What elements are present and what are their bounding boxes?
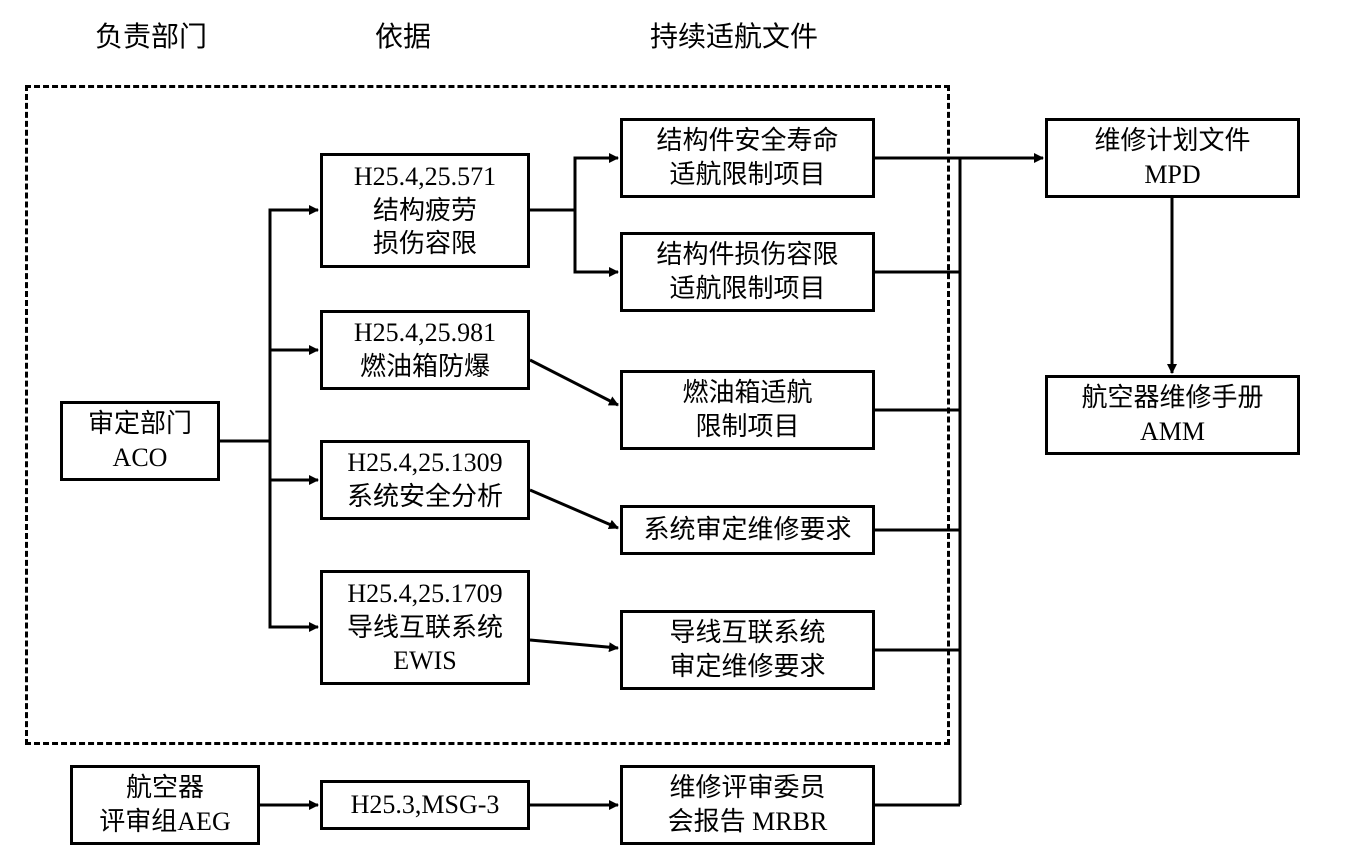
doc5-l2: 审定维修要求 xyxy=(669,650,825,684)
node-amm: 航空器维修手册 AMM xyxy=(1045,375,1300,455)
node-aeg: 航空器 评审组AEG xyxy=(70,765,260,845)
node-h981: H25.4,25.981 燃油箱防爆 xyxy=(320,310,530,390)
aeg-l2: 评审组AEG xyxy=(99,805,230,839)
msg3-l1: H25.3,MSG-3 xyxy=(351,788,500,822)
node-msg3: H25.3,MSG-3 xyxy=(320,780,530,830)
amm-l1: 航空器维修手册 xyxy=(1081,381,1263,415)
doc2-l2: 适航限制项目 xyxy=(669,272,825,306)
header-dept: 负责部门 xyxy=(95,15,207,55)
doc3-l2: 限制项目 xyxy=(695,410,799,444)
header-docs: 持续适航文件 xyxy=(650,15,818,55)
node-h571: H25.4,25.571 结构疲劳 损伤容限 xyxy=(320,153,530,268)
doc4-l1: 系统审定维修要求 xyxy=(643,513,851,547)
node-h1309: H25.4,25.1309 系统安全分析 xyxy=(320,440,530,520)
mpd-l2: MPD xyxy=(1144,158,1200,192)
node-doc2: 结构件损伤容限 适航限制项目 xyxy=(620,232,875,312)
doc1-l2: 适航限制项目 xyxy=(669,158,825,192)
doc5-l1: 导线互联系统 xyxy=(669,616,825,650)
aco-l1: 审定部门 xyxy=(88,407,192,441)
amm-l2: AMM xyxy=(1140,415,1205,449)
h1309-l1: H25.4,25.1309 xyxy=(347,446,502,480)
aco-l2: ACO xyxy=(113,441,168,475)
node-doc3: 燃油箱适航 限制项目 xyxy=(620,370,875,450)
h981-l2: 燃油箱防爆 xyxy=(360,350,490,384)
h1309-l2: 系统安全分析 xyxy=(347,480,503,514)
mpd-l1: 维修计划文件 xyxy=(1094,124,1250,158)
doc2-l1: 结构件损伤容限 xyxy=(656,238,838,272)
node-aco: 审定部门 ACO xyxy=(60,401,220,481)
aeg-l1: 航空器 xyxy=(126,771,204,805)
node-mpd: 维修计划文件 MPD xyxy=(1045,118,1300,198)
mrbr-l2: 会报告 MRBR xyxy=(668,805,828,839)
h1709-l1: H25.4,25.1709 xyxy=(347,577,502,611)
h571-l1: H25.4,25.571 xyxy=(354,160,496,194)
header-basis: 依据 xyxy=(375,15,431,55)
h571-l3: 损伤容限 xyxy=(373,227,477,261)
h571-l2: 结构疲劳 xyxy=(373,194,477,228)
node-doc1: 结构件安全寿命 适航限制项目 xyxy=(620,118,875,198)
h1709-l3: EWIS xyxy=(393,644,457,678)
node-h1709: H25.4,25.1709 导线互联系统 EWIS xyxy=(320,570,530,685)
mrbr-l1: 维修评审委员 xyxy=(669,771,825,805)
h1709-l2: 导线互联系统 xyxy=(347,611,503,645)
node-doc4: 系统审定维修要求 xyxy=(620,505,875,555)
h981-l1: H25.4,25.981 xyxy=(354,316,496,350)
node-doc5: 导线互联系统 审定维修要求 xyxy=(620,610,875,690)
doc1-l1: 结构件安全寿命 xyxy=(656,124,838,158)
node-mrbr: 维修评审委员 会报告 MRBR xyxy=(620,765,875,845)
doc3-l1: 燃油箱适航 xyxy=(682,376,812,410)
